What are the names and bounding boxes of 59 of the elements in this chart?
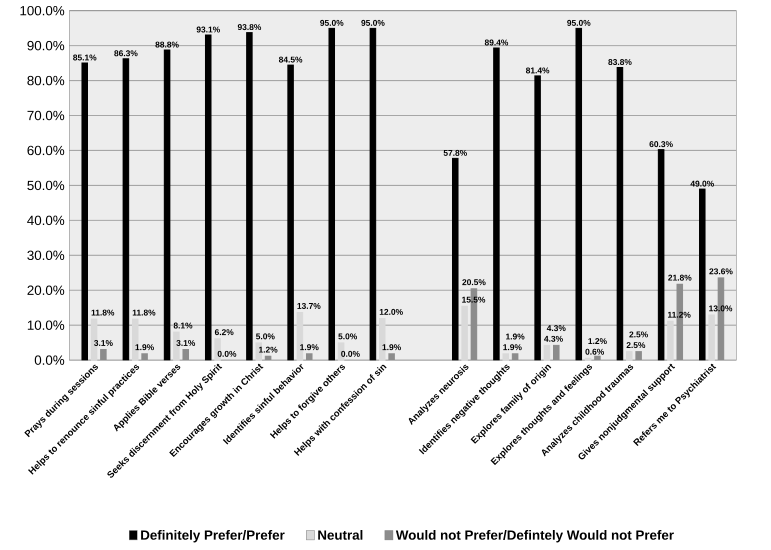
data-label: 11.8% [92,310,114,316]
data-label: 6.2% [214,329,234,336]
data-label: 81.4% [526,68,550,74]
data-label: 15.5% [462,296,486,303]
data-label: 1.9% [382,344,401,350]
y-tick-label: 60.0% [28,146,64,156]
data-label: 20.5% [462,279,486,286]
data-label: 84.5% [278,56,302,63]
y-tick-label: 10.0% [28,320,64,330]
data-label: 5.0% [338,334,358,340]
data-label: 1.9% [136,344,154,350]
data-label: 4.3% [546,325,566,332]
y-tick-label: 50.0% [27,180,64,190]
data-label: 93.8% [238,24,262,30]
data-label: 4.3% [544,336,563,342]
data-label: 1.9% [300,344,319,350]
data-label: 2.5% [629,332,648,338]
data-label: 95.0% [320,20,344,26]
data-label: 1.9% [503,344,522,350]
data-label: 23.6% [709,268,733,275]
data-label: 8.1% [174,322,192,329]
data-label: 13.7% [297,303,321,310]
data-label: 12.0% [380,309,403,316]
data-label: 60.3% [650,141,673,148]
y-tick-label: 40.0% [27,216,64,226]
data-label: 2.5% [626,342,646,348]
data-label: 49.0% [690,180,714,187]
y-tick-label: 30.0% [27,250,64,260]
data-label: 3.1% [94,340,113,346]
data-label: 11.8% [132,310,156,316]
legend-label: Neutral [318,530,362,540]
data-label: 95.0% [567,20,590,26]
data-label: 5.0% [256,334,275,340]
data-label: 0.6% [585,348,604,355]
data-label: 1.2% [259,346,278,353]
data-label: 11.2% [668,312,691,318]
y-tick-label: 100.0% [20,6,64,16]
y-tick-label: 0.0% [34,356,64,366]
data-label: 57.8% [444,150,467,156]
data-label: 89.4% [484,40,508,46]
data-label: 86.3% [114,50,138,57]
data-label: 1.9% [506,334,524,340]
data-label: 13.0% [709,306,732,312]
data-label: 21.8% [668,274,692,281]
data-label: 3.1% [176,340,196,346]
y-tick-label: 70.0% [28,111,64,120]
data-label: 0.0% [341,351,360,358]
data-label: 95.0% [361,20,385,26]
data-label: 83.8% [608,59,632,66]
y-tick-label: 80.0% [27,76,64,86]
data-label: 85.1% [73,54,96,61]
data-label: 88.8% [155,42,179,48]
y-tick-label: 20.0% [28,286,64,296]
legend-label: Would not Prefer/Defintely Would not Prefer [396,530,674,543]
data-label: 0.0% [218,351,236,358]
data-label: 1.2% [588,338,607,344]
data-label: 93.1% [196,26,220,33]
legend-label: Definitely Prefer/Prefer [141,530,285,543]
y-tick-label: 90.0% [27,41,64,51]
